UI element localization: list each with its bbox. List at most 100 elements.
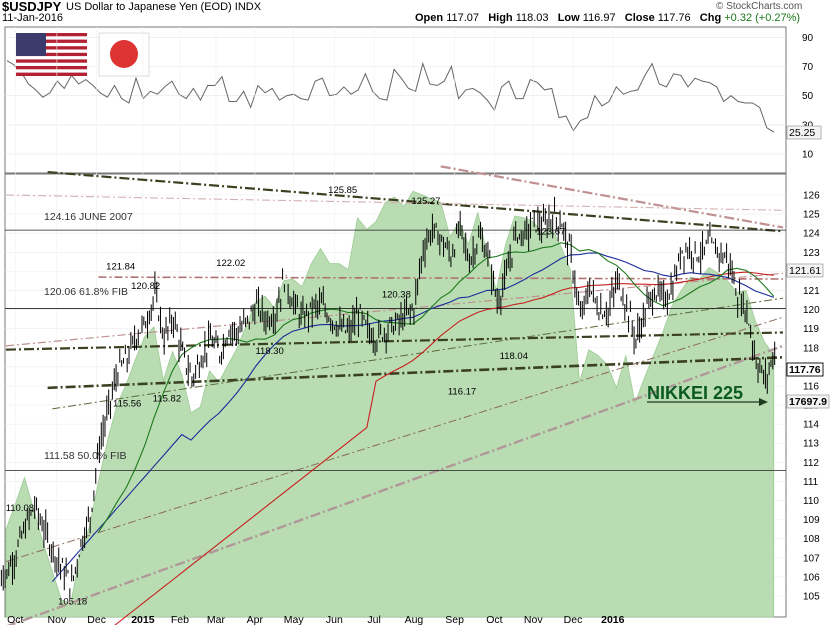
nikkei-last-badge: 17697.9: [786, 394, 830, 409]
japan-flag-icon: [98, 32, 150, 77]
price-label: 116.17: [448, 387, 476, 398]
watermark: © StockCharts.com: [716, 1, 803, 12]
date-tick-label: 2016: [601, 614, 625, 625]
trendline-pink-mid: [5, 272, 784, 347]
trendline-middle: [5, 331, 784, 351]
price-tick-label: 113: [803, 439, 819, 450]
open-label: Open: [415, 12, 444, 24]
moving-average-50: [98, 242, 775, 533]
price-tick-label: 107: [803, 553, 820, 564]
price-last-badge: 117.76: [786, 362, 824, 377]
price-tick-label: 123: [803, 248, 820, 259]
price-label: 118.30: [255, 346, 283, 357]
price-label: 123.67: [536, 226, 565, 237]
price-label: 122.02: [216, 258, 245, 269]
date-tick-label: Dec: [87, 614, 106, 625]
price-tick-label: 124: [803, 229, 820, 240]
fib-label-618: 120.06 61.8% FIB: [44, 286, 128, 298]
high-label: High: [488, 12, 513, 24]
price-label: 118.04: [500, 351, 528, 362]
price-last-value: 117.76: [789, 364, 821, 376]
price-label: 105.18: [58, 597, 87, 608]
date-tick-label: Aug: [405, 614, 424, 625]
fib-lines: [5, 229, 786, 471]
trendline-thin-green: [52, 297, 784, 410]
trendline-pink-top: [440, 165, 784, 229]
chg-value: +0.32 (+0.27%): [724, 12, 801, 24]
date-tick-label: May: [284, 614, 305, 625]
price-tick-label: 111: [803, 477, 819, 488]
close-value: 117.76: [657, 12, 691, 24]
date-tick-label: 2015: [131, 614, 155, 625]
trendline-long-thin: [5, 316, 784, 563]
low-value: 116.97: [582, 12, 616, 24]
open-value: 117.07: [446, 12, 480, 24]
price-tick-label: 106: [803, 572, 820, 583]
date-tick-label: Nov: [48, 614, 67, 625]
price-tick-label: 121: [803, 286, 820, 297]
rsi-line: [6, 60, 775, 133]
price-tick-label: 125: [803, 210, 820, 221]
price-label: 125.85: [328, 185, 357, 196]
price-label: 115.82: [153, 393, 181, 404]
price-label: 125.27: [411, 196, 440, 207]
us-flag-icon: [16, 33, 87, 76]
price-tick-label: 109: [803, 515, 820, 526]
date-axis-ticks: Oct Nov Dec 2015 Feb Mar Apr May Jun Jul Aug Sep Oct…: [7, 614, 625, 625]
date-tick-label: Jul: [367, 614, 380, 625]
nikkei-arrow: [647, 398, 768, 406]
price-tick-label: 119: [803, 324, 819, 335]
price-tick-label: 120: [803, 305, 820, 316]
date-tick-label: Oct: [7, 614, 23, 625]
price-label: 120.82: [131, 281, 160, 292]
high-value: 118.03: [515, 12, 549, 24]
symbol: $USDJPY: [2, 0, 62, 14]
close-label: Close: [624, 12, 655, 24]
price-tick-label: 126: [803, 191, 820, 202]
price-tick-label: 112: [803, 458, 819, 469]
fib-label-500: 111.58 50.0% FIB: [44, 450, 127, 462]
date-tick-label: Feb: [171, 614, 189, 625]
rsi-tick-label: 70: [802, 62, 814, 73]
nikkei-label: NIKKEI 225: [647, 383, 743, 403]
fib-label-2007: 124.16 JUNE 2007: [44, 211, 133, 223]
price-panel: 110.08 105.18 121.84 120.82 115.56 115.82 122.…: [0, 27, 830, 625]
price-tick-label: 108: [803, 534, 820, 545]
moving-average-100: [51, 252, 774, 583]
price-tick-label: 118: [803, 343, 819, 354]
rsi-panel: 1030507090 25.25: [4, 26, 822, 174]
exchange-text: INDX: [234, 1, 262, 13]
price-bars: [0, 196, 776, 598]
nikkei-area: [5, 190, 775, 618]
price-labels: 110.08 105.18 121.84 120.82 115.56 115.82 122.…: [6, 185, 566, 608]
date-tick-label: Apr: [247, 614, 264, 625]
rsi-last-value: 25.25: [789, 127, 815, 139]
description-text: US Dollar to Japanese Yen (EOD): [66, 1, 232, 13]
price-tick-label: 110: [803, 496, 819, 507]
ma-last-badge: 121.61: [786, 263, 824, 278]
trendline-support: [47, 356, 784, 390]
trendline-flat: [98, 276, 784, 280]
price-tick-label: 114: [803, 420, 819, 431]
date-tick-label: Oct: [486, 614, 502, 625]
nikkei-last-value: 17697.9: [789, 396, 827, 408]
price-tick-label: 116: [803, 381, 819, 392]
trendline-upper: [47, 170, 784, 233]
date-tick-label: Nov: [524, 614, 543, 625]
trendline-long-support: [6, 344, 784, 625]
low-label: Low: [557, 12, 580, 24]
rsi-tick-label: 10: [802, 150, 814, 161]
date-tick-label: Jun: [326, 614, 343, 625]
trendlines: [5, 165, 784, 625]
rsi-tick-label: 90: [802, 33, 814, 44]
date-tick-label: Dec: [564, 614, 583, 625]
trendline-pink-thin: [5, 194, 784, 211]
price-tick-label: 105: [803, 592, 820, 603]
price-label: 115.56: [113, 398, 141, 409]
date-tick-label: Mar: [207, 614, 226, 625]
rsi-tick-label: 50: [802, 91, 814, 102]
rsi-last-badge: 25.25: [786, 125, 822, 140]
price-label: 110.08: [6, 503, 34, 514]
ma-last-value: 121.61: [789, 265, 821, 277]
